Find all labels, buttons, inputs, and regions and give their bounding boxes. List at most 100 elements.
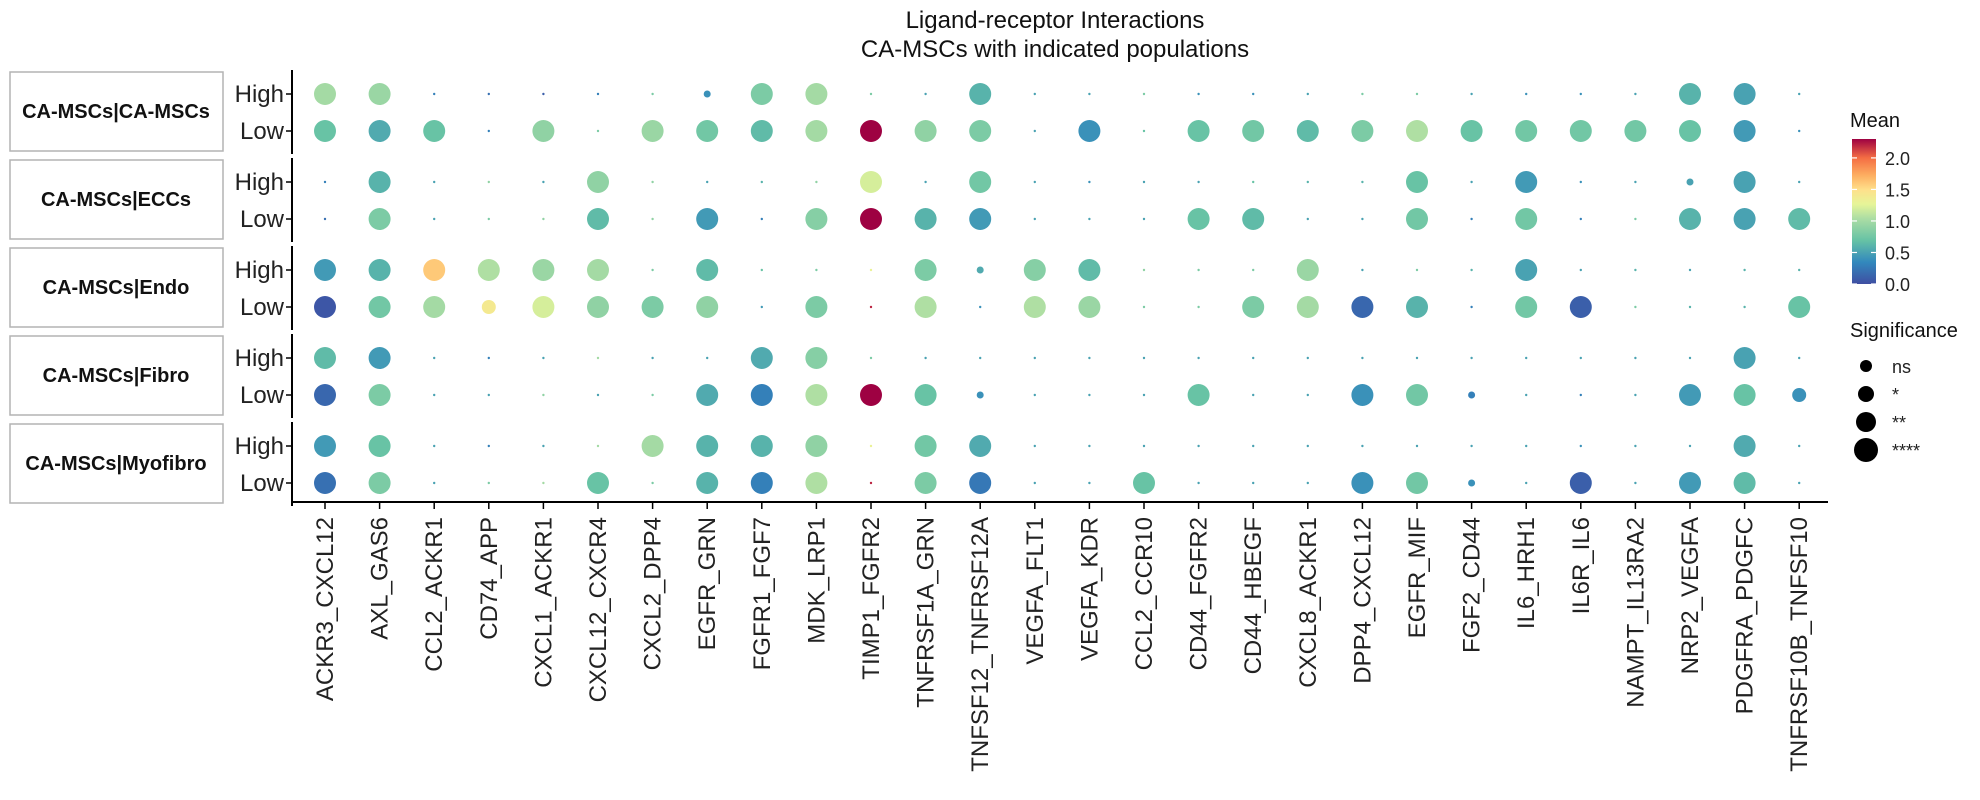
data-point <box>1142 393 1146 397</box>
data-point <box>487 92 490 96</box>
facet-strip <box>9 159 224 240</box>
data-point <box>587 296 609 318</box>
data-point <box>869 444 873 448</box>
x-tick-label: FGFR1_FGF7 <box>749 517 776 670</box>
data-point <box>1197 268 1200 272</box>
data-point <box>760 217 763 221</box>
x-tick-label: CXCL2_DPP4 <box>640 517 667 670</box>
row-label-high: High <box>235 169 284 196</box>
data-point <box>314 120 336 142</box>
facet-strip <box>9 423 224 504</box>
row-label-low: Low <box>240 118 285 145</box>
data-point <box>1142 92 1146 96</box>
data-point <box>587 208 609 230</box>
data-point <box>532 296 555 318</box>
data-point <box>1242 208 1265 230</box>
data-point <box>542 180 545 184</box>
data-point <box>1142 217 1146 221</box>
data-point <box>487 356 490 360</box>
data-point <box>1468 479 1476 487</box>
data-point <box>1792 388 1807 402</box>
data-point <box>815 180 818 184</box>
data-point <box>869 305 873 309</box>
data-point <box>1306 444 1310 448</box>
data-point <box>1470 180 1473 184</box>
data-point <box>1634 268 1637 272</box>
data-point <box>433 393 436 397</box>
data-point <box>1406 296 1428 318</box>
x-tick-label: IL6R_IL6 <box>1568 517 1595 614</box>
data-point <box>368 296 391 318</box>
data-point <box>1242 120 1265 142</box>
data-point <box>1033 92 1037 96</box>
data-point <box>1142 305 1146 309</box>
data-point <box>1579 444 1583 448</box>
data-point <box>1634 217 1637 221</box>
data-point <box>487 180 490 184</box>
data-point <box>750 347 773 369</box>
data-point <box>869 481 873 485</box>
data-point <box>1634 481 1637 485</box>
data-point <box>368 83 391 105</box>
data-point <box>750 83 773 105</box>
data-point <box>1033 129 1037 133</box>
data-point <box>1569 296 1592 318</box>
x-tick-label: TNFRSF10B_TNFSF10 <box>1786 517 1813 772</box>
data-point <box>596 356 600 360</box>
color-legend-label: 2.0 <box>1885 149 1910 169</box>
facet-label: CA-MSCs|Endo <box>43 277 190 299</box>
data-point <box>1033 356 1037 360</box>
data-point <box>1686 178 1694 186</box>
x-tick-label: CXCL12_CXCR4 <box>585 517 612 702</box>
data-point <box>1468 391 1476 399</box>
data-point <box>1252 481 1255 485</box>
data-point <box>542 393 545 397</box>
data-point <box>1470 305 1473 309</box>
data-point <box>1296 259 1319 281</box>
data-point <box>1798 92 1801 96</box>
row-label-high: High <box>235 433 284 460</box>
data-point <box>323 180 327 184</box>
data-point <box>1023 259 1046 281</box>
data-point <box>423 296 446 318</box>
data-point <box>1078 296 1101 318</box>
x-tick-label: NAMPT_IL13RA2 <box>1622 517 1649 708</box>
data-point <box>760 268 763 272</box>
data-point <box>1197 444 1200 448</box>
data-point <box>1252 268 1255 272</box>
data-point <box>433 92 436 96</box>
size-legend-key <box>1860 360 1872 372</box>
x-tick-label: CXCL8_ACKR1 <box>1295 517 1322 688</box>
data-point <box>1088 92 1091 96</box>
data-point <box>1406 472 1428 494</box>
x-tick-label: CCL2_ACKR1 <box>421 517 448 672</box>
data-point <box>1306 356 1310 360</box>
x-tick-label: CXCL1_ACKR1 <box>530 517 557 688</box>
data-point <box>481 300 496 314</box>
data-point <box>1624 120 1647 142</box>
data-point <box>587 171 609 193</box>
data-point <box>651 217 654 221</box>
data-point <box>805 384 828 406</box>
data-point <box>1688 356 1692 360</box>
data-point <box>314 83 336 105</box>
row-label-low: Low <box>240 382 285 409</box>
data-point <box>869 268 873 272</box>
data-point <box>1197 92 1200 96</box>
data-point <box>1296 296 1319 318</box>
data-point <box>1733 120 1756 142</box>
data-point <box>1679 384 1701 406</box>
data-point <box>1142 129 1146 133</box>
data-point <box>1088 444 1091 448</box>
data-point <box>696 472 719 494</box>
data-point <box>815 268 818 272</box>
x-tick-label: CD44_HBEGF <box>1240 517 1267 674</box>
row-label-low: Low <box>240 206 285 233</box>
data-point <box>1569 472 1592 494</box>
x-tick-label: EGFR_GRN <box>694 517 721 650</box>
data-point <box>1033 481 1037 485</box>
data-point <box>487 481 490 485</box>
data-point <box>1351 472 1374 494</box>
size-legend-key <box>1858 386 1874 402</box>
row-label-low: Low <box>240 470 285 497</box>
